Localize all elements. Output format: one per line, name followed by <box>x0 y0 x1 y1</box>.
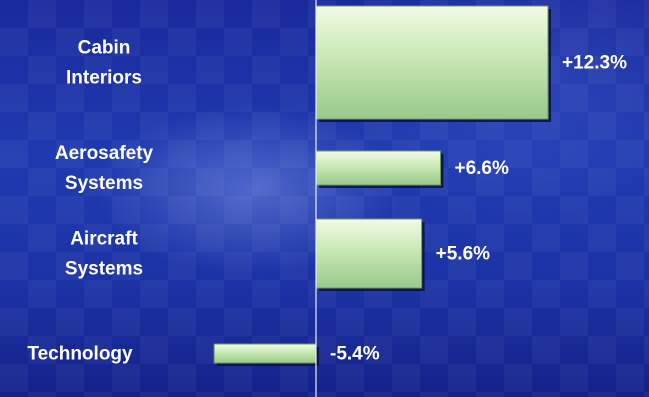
bar-2 <box>315 218 423 289</box>
category-label-0-0: Cabin <box>78 38 131 59</box>
value-label-0: +12.3% <box>562 53 627 74</box>
category-label-3-0: Technology <box>27 344 133 365</box>
value-label-2: +5.6% <box>436 244 491 265</box>
value-label-1: +6.6% <box>454 158 509 179</box>
category-label-1-0: Aerosafety <box>55 143 154 164</box>
bar-0 <box>315 5 549 120</box>
bar-3 <box>213 343 317 364</box>
category-label-2-1: Systems <box>65 259 143 280</box>
bar-1 <box>315 150 441 186</box>
value-label-3: -5.4% <box>330 344 380 365</box>
category-label-1-1: Systems <box>65 173 143 194</box>
category-label-2-0: Aircraft <box>70 229 138 250</box>
category-label-0-1: Interiors <box>66 68 142 89</box>
